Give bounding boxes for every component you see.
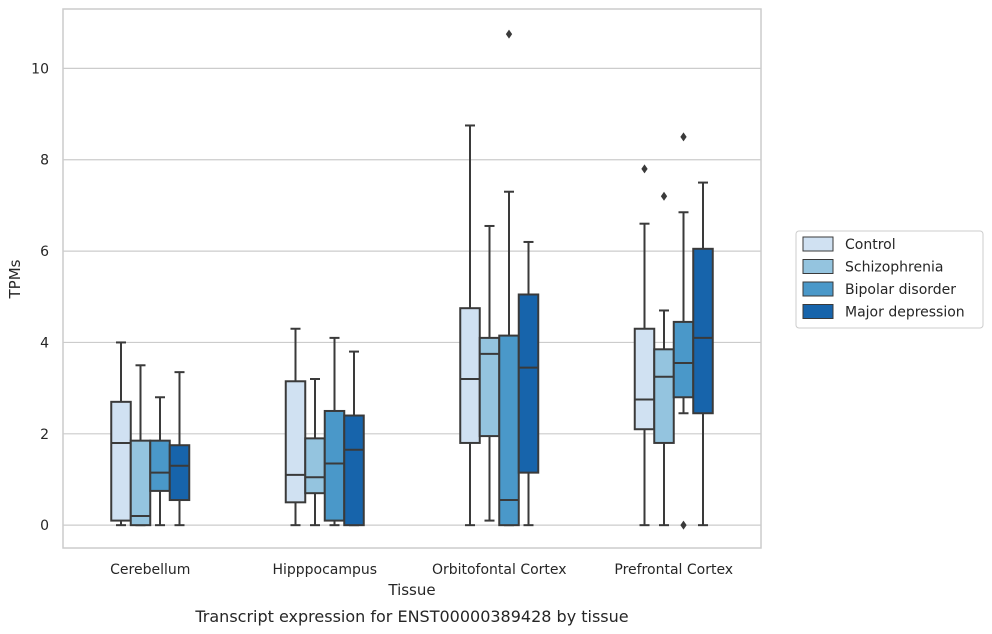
box <box>672 132 695 530</box>
box-plot-series <box>110 29 714 530</box>
y-tick-label: 2 <box>40 427 49 443</box>
box <box>653 191 675 527</box>
y-axis-title: TPMs <box>6 259 24 299</box>
box-iqr <box>343 414 365 527</box>
x-tick-label: Cerebellum <box>110 562 190 578</box>
box <box>129 364 152 527</box>
series-control <box>110 124 656 527</box>
x-tick-label: Prefrontal Cortex <box>614 562 733 578</box>
legend-swatch <box>802 304 834 319</box>
box-iqr <box>304 437 326 495</box>
box <box>149 396 171 527</box>
legend-label: Major depression <box>845 305 965 321</box>
series-schizophrenia <box>129 191 675 527</box>
legend-frame <box>795 230 984 329</box>
box <box>498 29 520 527</box>
box-iqr <box>110 400 132 522</box>
y-tick-label: 8 <box>40 153 49 169</box>
series-major-depression <box>168 181 714 527</box>
box-iqr <box>478 336 501 438</box>
box-iqr <box>498 334 520 527</box>
legend-swatch <box>802 236 834 252</box>
legend-label: Bipolar disorder <box>845 282 956 298</box>
box <box>517 240 540 527</box>
box <box>168 371 191 527</box>
outlier-point <box>680 520 687 530</box>
box <box>459 124 481 527</box>
box-iqr <box>459 307 481 444</box>
x-tick-labels: Cerebellum Hipppocampus Orbitofontal Corte… <box>110 562 733 578</box>
box-iqr <box>168 444 191 502</box>
box <box>110 341 132 527</box>
outlier-point <box>680 132 687 142</box>
box <box>478 224 501 522</box>
box-iqr <box>517 293 540 474</box>
box <box>633 164 656 527</box>
chart-caption: Transcript expression for ENST0000038942… <box>194 607 628 626</box>
x-axis-title: Tissue <box>387 581 435 599</box>
legend-label: Schizophrenia <box>845 260 943 276</box>
box-iqr <box>284 380 307 504</box>
legend-label: Control <box>845 237 896 253</box>
box-iqr <box>129 439 152 527</box>
box-iqr <box>149 439 171 492</box>
box-iqr <box>672 320 695 399</box>
outlier-point <box>505 29 513 39</box>
x-tick-label: Orbitofontal Cortex <box>432 562 567 578</box>
box <box>343 350 365 527</box>
y-tick-label: 6 <box>40 244 49 260</box>
legend-swatch <box>802 281 834 297</box>
legend: Control Schizophrenia Bipolar disorder Majo… <box>795 230 984 329</box>
box-iqr <box>323 409 346 522</box>
plot-frame <box>62 8 762 549</box>
outlier-point <box>660 191 668 201</box>
y-tick-label: 0 <box>40 518 49 534</box>
y-tick-labels: 0 2 4 6 8 10 <box>31 61 49 534</box>
series-bipolar-disorder <box>149 29 695 530</box>
y-tick-label: 4 <box>40 335 49 351</box>
box-iqr <box>692 247 714 415</box>
box <box>692 181 714 527</box>
box-iqr <box>653 348 675 444</box>
box <box>284 327 307 527</box>
x-tick-label: Hipppocampus <box>272 562 377 578</box>
y-tick-label: 10 <box>31 61 49 77</box>
box <box>323 336 346 527</box>
box <box>304 377 326 527</box>
legend-swatch <box>802 259 834 274</box>
box-iqr <box>633 327 656 431</box>
outlier-point <box>641 164 648 174</box>
